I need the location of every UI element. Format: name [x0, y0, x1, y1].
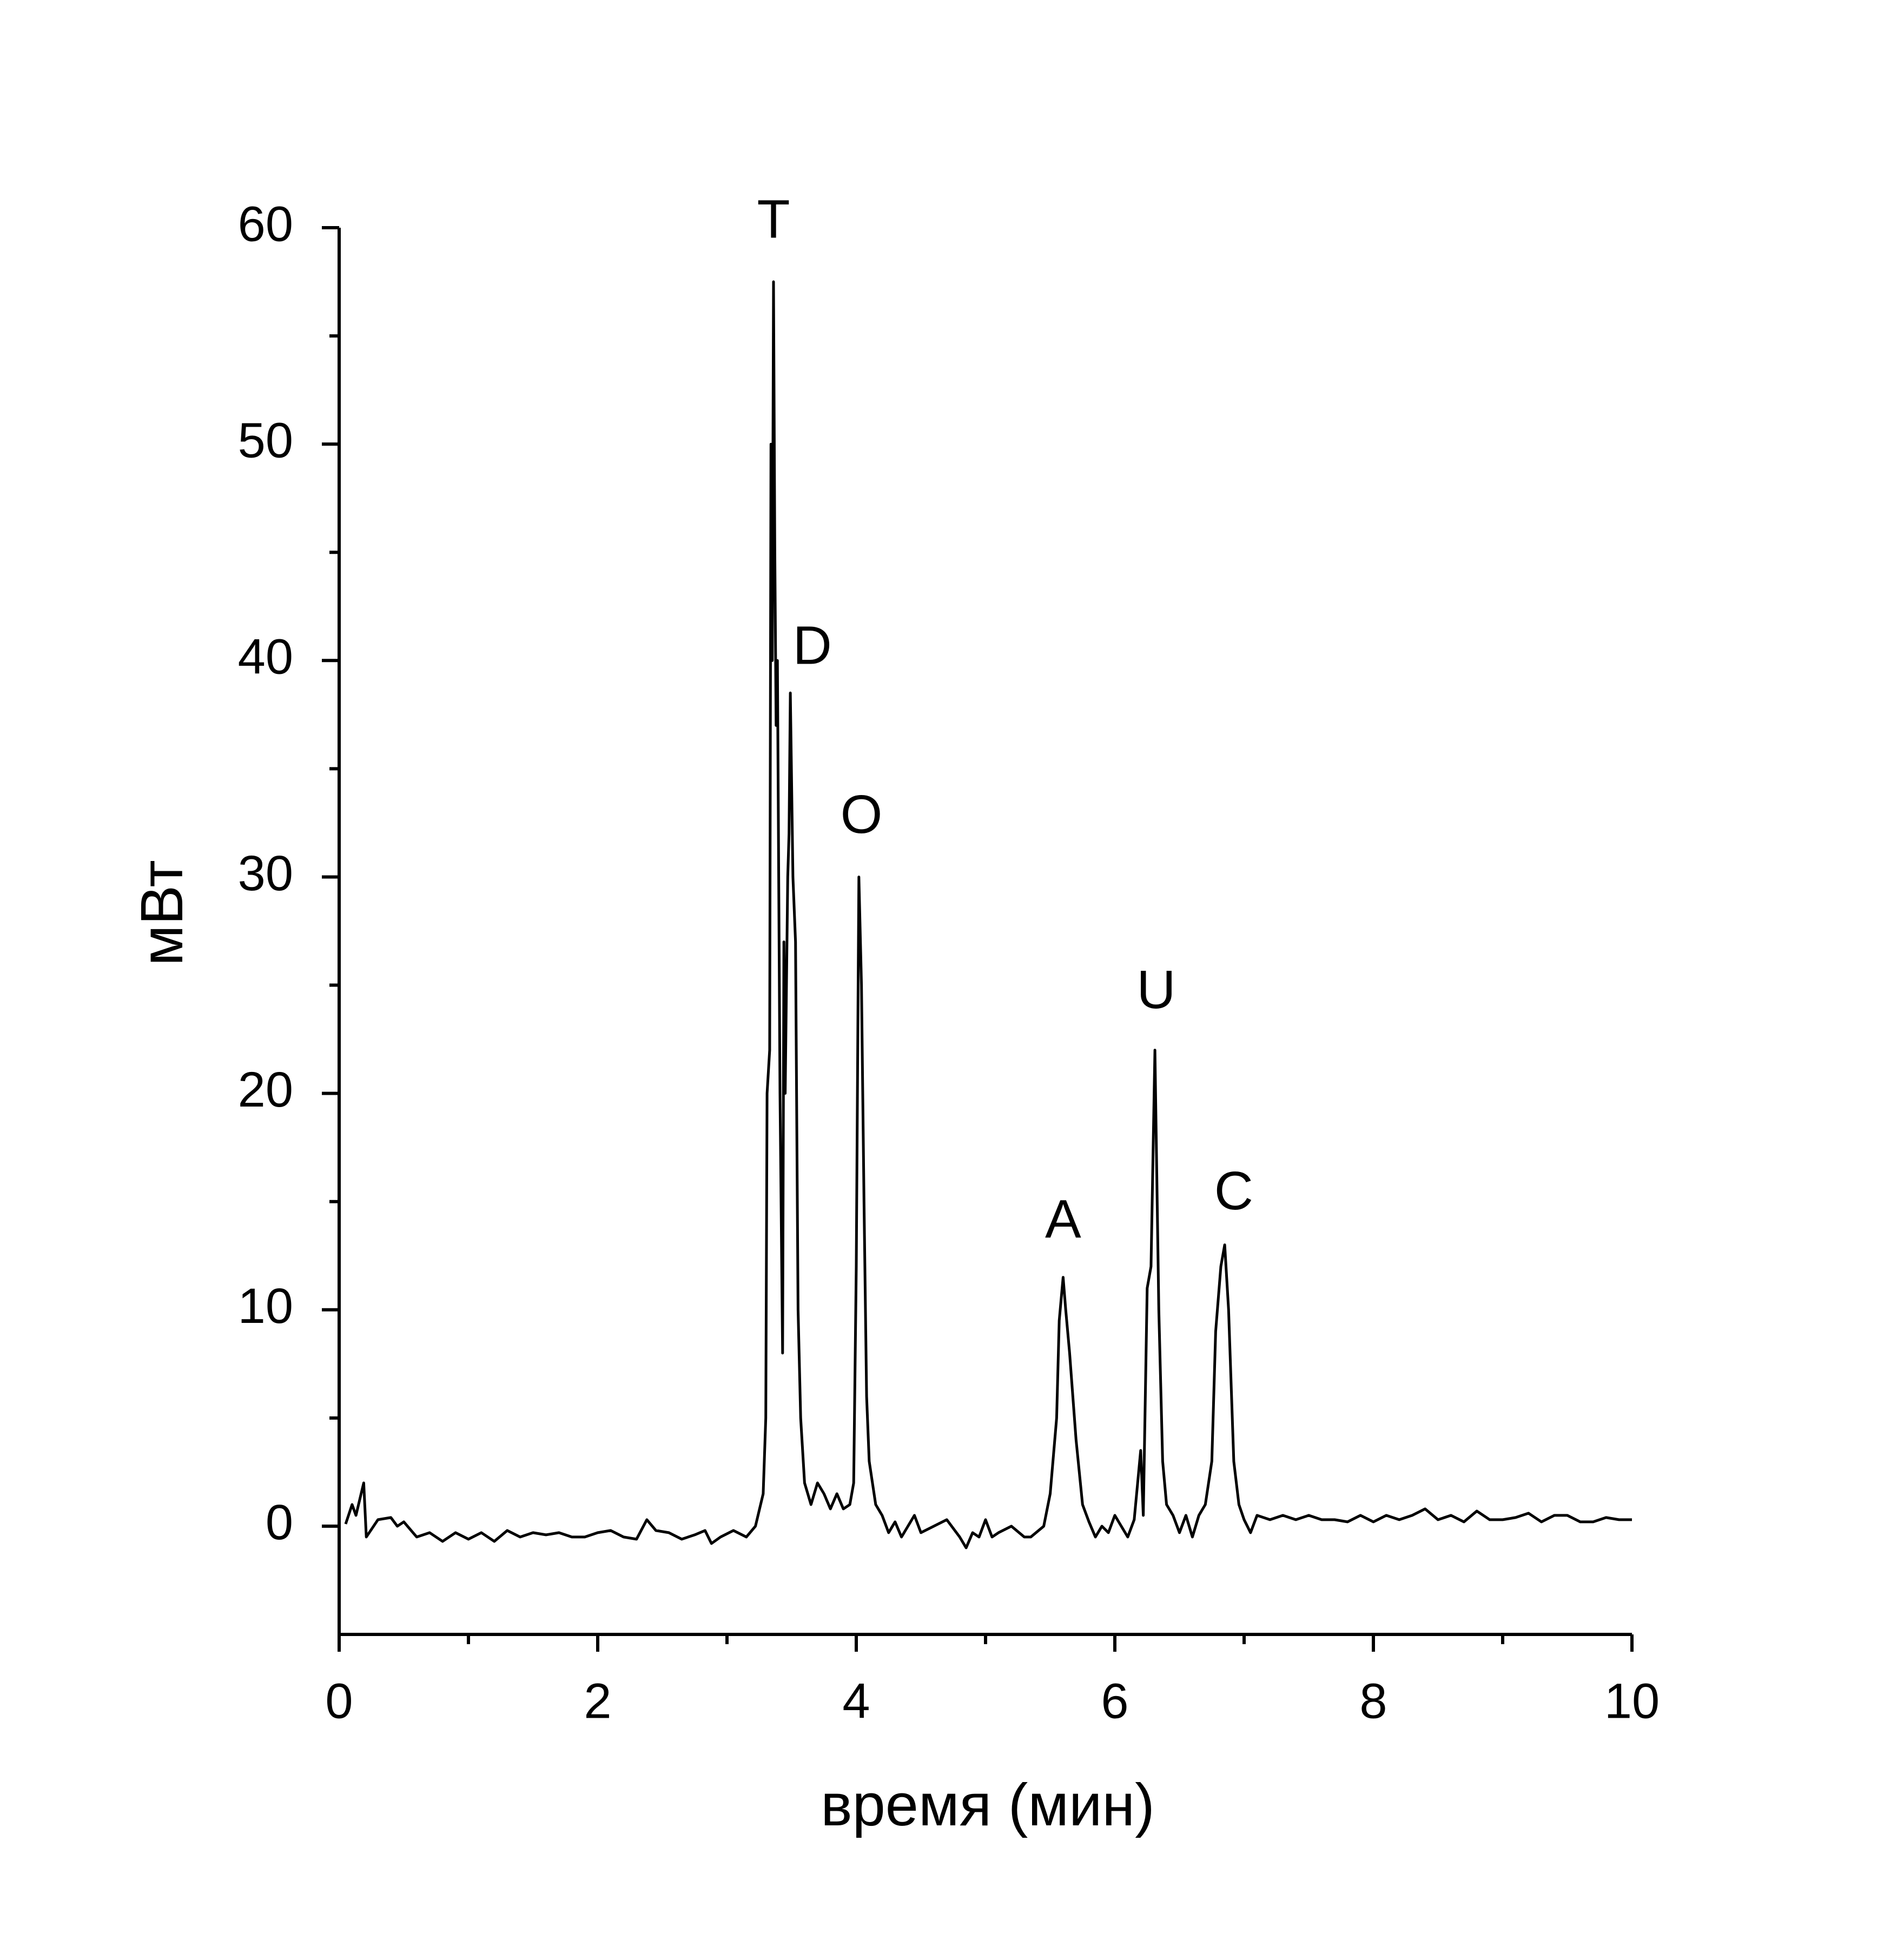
- y-tick-label: 20: [238, 1062, 293, 1117]
- peak-label: O: [841, 784, 883, 845]
- x-tick-label: 8: [1359, 1673, 1387, 1729]
- y-axis-title: мВт: [129, 860, 195, 966]
- y-tick-label: 10: [238, 1279, 293, 1334]
- y-tick-label: 60: [238, 196, 293, 251]
- x-tick-label: 2: [584, 1673, 611, 1729]
- x-tick-label: 10: [1604, 1673, 1660, 1729]
- peak-label: D: [793, 615, 832, 676]
- peak-label: T: [757, 189, 790, 249]
- peak-label: C: [1214, 1161, 1253, 1221]
- y-tick-label: 50: [238, 413, 293, 468]
- y-tick-label: 40: [238, 630, 293, 685]
- peak-label: A: [1045, 1189, 1081, 1249]
- y-tick-label: 30: [238, 846, 293, 901]
- x-tick-label: 0: [325, 1673, 353, 1729]
- x-tick-label: 6: [1101, 1673, 1128, 1729]
- y-tick-label: 0: [266, 1495, 293, 1550]
- x-axis-title: время (мин): [821, 1772, 1155, 1838]
- data-line: [344, 280, 1632, 1550]
- peak-label: U: [1136, 959, 1175, 1020]
- x-tick-label: 4: [842, 1673, 870, 1729]
